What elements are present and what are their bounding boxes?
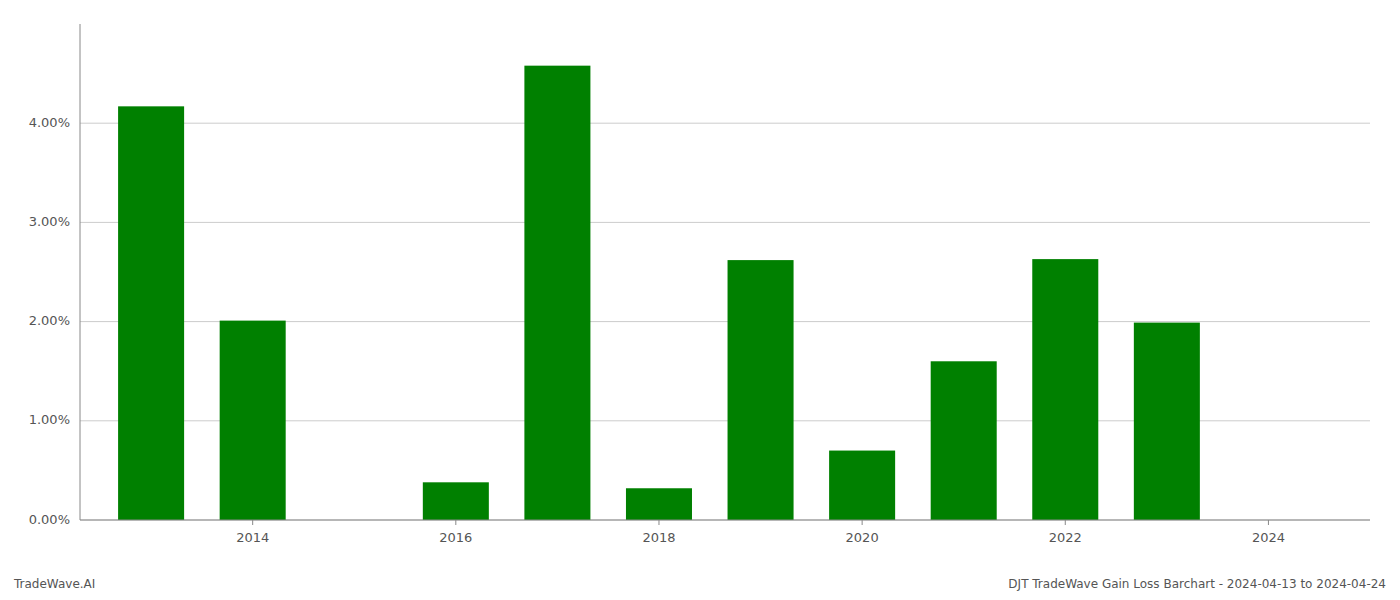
chart-container: 0.00% 1.00% 2.00% 3.00% 4.00% 2014 2016 2018 202… [0,0,1400,600]
x-tick-label: 2022 [1049,530,1082,545]
bar [1134,323,1200,520]
bar [220,321,286,520]
x-tick [1065,520,1066,525]
y-tick-label: 3.00% [29,214,70,229]
title: DJT TradeWave Gain Loss Barchart - 2024-… [1008,577,1386,591]
x-tick [658,520,659,525]
bars [118,66,1200,520]
y-axis: 0.00% 1.00% 2.00% 3.00% 4.00% [29,24,80,527]
y-tick-label: 2.00% [29,313,70,328]
bar [626,488,692,520]
background [0,0,1400,600]
bar [524,66,590,520]
x-tick [862,520,863,525]
x-tick-label: 2016 [439,530,472,545]
bar [118,106,184,520]
bar [931,361,997,520]
grid-line [80,123,1370,124]
grid-line [80,520,1370,521]
bar [728,260,794,520]
bar [829,451,895,520]
x-tick-label: 2020 [846,530,879,545]
bar [1032,259,1098,520]
y-tick-label: 4.00% [29,115,70,130]
grid [80,123,1370,520]
chart-svg: 0.00% 1.00% 2.00% 3.00% 4.00% 2014 2016 2018 202… [0,0,1400,600]
y-axis-line [80,24,81,520]
bar [423,482,489,520]
x-tick [1268,520,1269,525]
y-tick-label: 0.00% [29,512,70,527]
watermark: TradeWave.AI [13,577,95,591]
x-tick-label: 2024 [1252,530,1285,545]
x-tick-label: 2014 [236,530,269,545]
y-tick-label: 1.00% [29,412,70,427]
x-tick-label: 2018 [642,530,675,545]
x-axis: 2014 2016 2018 2020 2022 2024 [80,520,1370,545]
x-tick [252,520,253,525]
x-tick [455,520,456,525]
grid-line [80,222,1370,223]
x-axis-line [80,520,1370,521]
